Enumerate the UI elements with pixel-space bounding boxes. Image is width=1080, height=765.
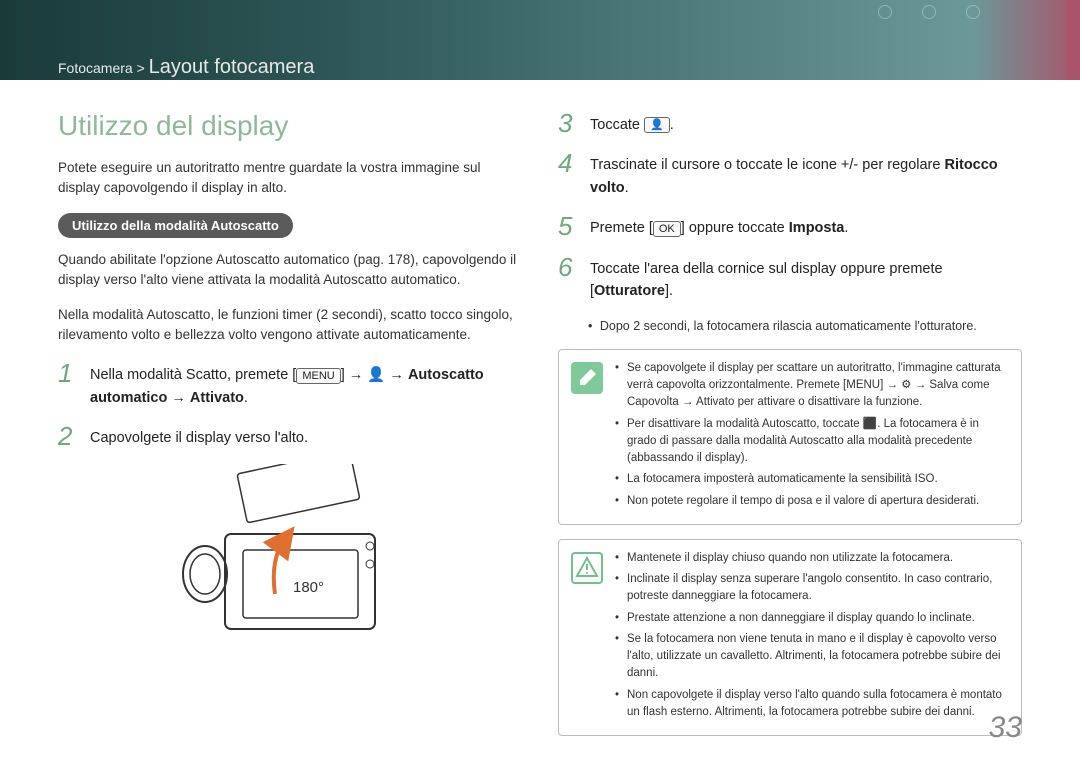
note-list: Se capovolgete il display per scattare u… bbox=[615, 360, 1007, 510]
content-area: Utilizzo del display Potete eseguire un … bbox=[0, 80, 1080, 750]
step-number: 6 bbox=[558, 254, 580, 280]
warning-item: Non capovolgete il display verso l'alto … bbox=[615, 687, 1007, 722]
note-item: Per disattivare la modalità Autoscatto, … bbox=[615, 416, 1007, 468]
step-number: 1 bbox=[58, 360, 80, 386]
step-5: 5 Premete [OK] oppure toccate Imposta. bbox=[558, 213, 1022, 239]
note-icon bbox=[571, 362, 603, 394]
person-icon: 👤 bbox=[367, 367, 385, 383]
warning-box: Mantenete il display chiuso quando non u… bbox=[558, 539, 1022, 736]
breadcrumb-section: Layout fotocamera bbox=[149, 56, 315, 78]
step-number: 5 bbox=[558, 213, 580, 239]
note-item: La fotocamera imposterà automaticamente … bbox=[615, 471, 1007, 488]
step-text: Toccate l'area della cornice sul display… bbox=[590, 254, 1022, 303]
step-1: 1 Nella modalità Scatto, premete [MENU] … bbox=[58, 360, 522, 409]
note-item: Se capovolgete il display per scattare u… bbox=[615, 360, 1007, 412]
header-banner: Fotocamera > Layout fotocamera bbox=[0, 0, 1080, 80]
step-number: 3 bbox=[558, 110, 580, 136]
note-box: Se capovolgete il display per scattare u… bbox=[558, 349, 1022, 525]
paragraph-2: Nella modalità Autoscatto, le funzioni t… bbox=[58, 305, 522, 344]
step-6: 6 Toccate l'area della cornice sul displ… bbox=[558, 254, 1022, 303]
step-number: 2 bbox=[58, 423, 80, 449]
page-number: 33 bbox=[989, 711, 1022, 745]
warning-item: Prestate attenzione a non danneggiare il… bbox=[615, 610, 1007, 627]
camera-diagram: 180° bbox=[175, 464, 405, 644]
step-text: Toccate 👤. bbox=[590, 110, 674, 136]
face-icon: 👤 bbox=[644, 117, 670, 133]
warning-icon bbox=[571, 552, 603, 584]
page-title: Utilizzo del display bbox=[58, 110, 522, 142]
intro-paragraph: Potete eseguire un autoritratto mentre g… bbox=[58, 158, 522, 197]
step-text: Trascinate il cursore o toccate le icone… bbox=[590, 150, 1022, 199]
left-column: Utilizzo del display Potete eseguire un … bbox=[58, 110, 522, 750]
step-4: 4 Trascinate il cursore o toccate le ico… bbox=[558, 150, 1022, 199]
step-text: Capovolgete il display verso l'alto. bbox=[90, 423, 308, 449]
step-text: Nella modalità Scatto, premete [MENU] → … bbox=[90, 360, 522, 409]
warning-item: Se la fotocamera non viene tenuta in man… bbox=[615, 631, 1007, 683]
step-3: 3 Toccate 👤. bbox=[558, 110, 1022, 136]
section-badge: Utilizzo della modalità Autoscatto bbox=[58, 213, 293, 238]
warning-item: Mantenete il display chiuso quando non u… bbox=[615, 550, 1007, 567]
step-text: Premete [OK] oppure toccate Imposta. bbox=[590, 213, 848, 239]
step-6-sub: Dopo 2 secondi, la fotocamera rilascia a… bbox=[588, 317, 1022, 335]
decor-circles bbox=[878, 5, 980, 19]
step-2: 2 Capovolgete il display verso l'alto. bbox=[58, 423, 522, 449]
warning-item: Inclinate il display senza superare l'an… bbox=[615, 571, 1007, 606]
diagram-angle-label: 180° bbox=[293, 579, 324, 596]
note-item: Non potete regolare il tempo di posa e i… bbox=[615, 493, 1007, 510]
right-column: 3 Toccate 👤. 4 Trascinate il cursore o t… bbox=[558, 110, 1022, 750]
step-number: 4 bbox=[558, 150, 580, 176]
breadcrumb-parent: Fotocamera > bbox=[58, 60, 145, 76]
warning-list: Mantenete il display chiuso quando non u… bbox=[615, 550, 1007, 721]
ok-button-icon: OK bbox=[653, 221, 681, 237]
menu-button-icon: MENU bbox=[296, 368, 340, 384]
paragraph-1: Quando abilitate l'opzione Autoscatto au… bbox=[58, 250, 522, 289]
breadcrumb: Fotocamera > Layout fotocamera bbox=[58, 56, 314, 79]
